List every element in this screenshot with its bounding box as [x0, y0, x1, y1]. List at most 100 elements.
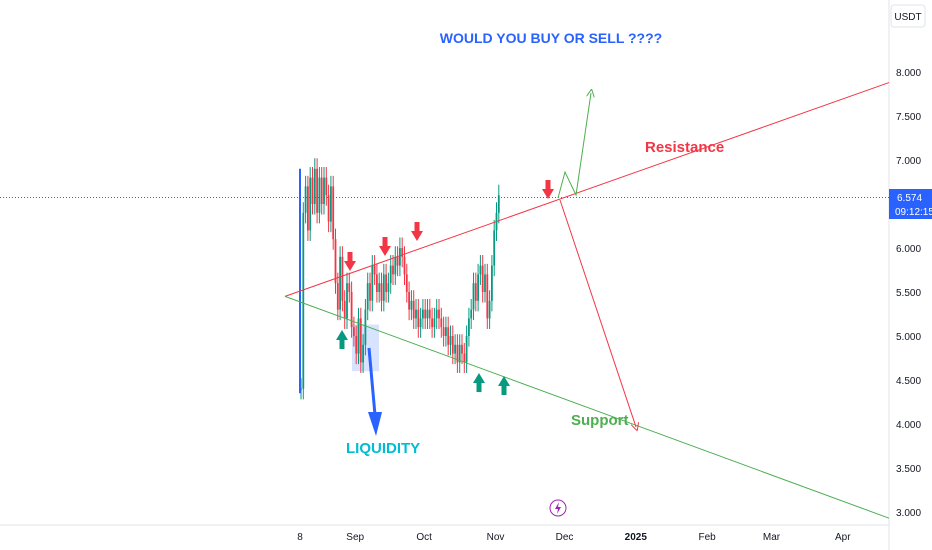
- candle-body: [417, 309, 420, 328]
- candle-body: [428, 309, 431, 319]
- sell-arrow-head: [344, 261, 356, 271]
- sell-arrow-head: [411, 231, 423, 241]
- candle-body: [410, 300, 413, 310]
- candle-body: [350, 292, 353, 328]
- candle-body: [412, 300, 415, 319]
- candle-body: [359, 318, 362, 363]
- candles: [299, 158, 500, 400]
- candle-body: [311, 177, 314, 204]
- y-tick-label: 8.000: [896, 68, 921, 79]
- x-tick-label: Oct: [416, 532, 432, 543]
- candle-body: [447, 327, 450, 345]
- candle-body: [304, 186, 307, 213]
- x-tick-label: 2025: [625, 532, 648, 543]
- x-tick-label: Sep: [346, 532, 364, 543]
- x-axis: 8 Sep Oct Nov Dec 2025 Feb Mar Apr: [297, 532, 851, 543]
- candle-body: [415, 309, 417, 319]
- candle-body: [465, 336, 468, 363]
- candle-body: [373, 265, 376, 275]
- candle-body: [454, 344, 456, 354]
- buy-arrow: [339, 339, 345, 349]
- candle-body: [442, 327, 445, 336]
- candle-body: [343, 300, 346, 319]
- liquidity-label: LIQUIDITY: [346, 440, 420, 457]
- candle-body: [355, 336, 358, 354]
- candle-body: [316, 168, 318, 213]
- candle-body: [364, 309, 367, 345]
- candle-body: [353, 327, 355, 336]
- candle-body: [376, 274, 378, 292]
- candle-body: [426, 309, 429, 319]
- buy-arrow-head: [498, 376, 510, 386]
- candle-body: [380, 283, 383, 301]
- sell-arrow: [382, 237, 388, 247]
- candle-body: [325, 177, 328, 196]
- candle-body: [456, 344, 459, 363]
- candle-body: [369, 283, 371, 301]
- sell-arrow: [414, 222, 420, 232]
- candle-body: [433, 318, 436, 328]
- support-label: Support: [571, 412, 629, 429]
- countdown-value: 09:12:15: [895, 207, 932, 218]
- candle-body: [394, 256, 397, 275]
- lightning-icon[interactable]: [549, 499, 567, 517]
- candle-body: [419, 318, 422, 328]
- candle-body: [318, 177, 321, 213]
- candle-body: [470, 309, 473, 319]
- sell-arrow: [347, 252, 353, 262]
- candle-body: [339, 256, 341, 310]
- bullish-projection: [557, 93, 591, 199]
- liquidity-arrow: [367, 347, 382, 436]
- currency-badge[interactable]: [890, 4, 926, 28]
- candle-body: [422, 309, 424, 319]
- candle-body: [440, 318, 443, 328]
- buy-arrow: [501, 385, 507, 395]
- y-tick-label: 6.000: [896, 244, 921, 255]
- candle-body: [451, 336, 454, 354]
- candle-body: [399, 248, 401, 266]
- candle-body: [387, 283, 390, 292]
- candle-body: [396, 256, 399, 266]
- currency-label: USDT: [894, 12, 921, 23]
- candle-body: [438, 309, 440, 319]
- buy-arrow-head: [336, 330, 348, 340]
- candle-body: [336, 283, 339, 310]
- buy-arrow-head: [473, 373, 485, 383]
- candle-body: [424, 309, 427, 319]
- candle-body: [449, 336, 452, 345]
- x-tick-label: 8: [297, 532, 303, 543]
- support-line[interactable]: [284, 295, 890, 519]
- x-tick-label: Nov: [487, 532, 505, 543]
- candle-body: [362, 344, 364, 363]
- candle-body: [491, 265, 493, 301]
- y-tick-label: 5.000: [896, 332, 921, 343]
- candle-body: [332, 186, 335, 240]
- candle-body: [479, 265, 482, 275]
- candle-body: [463, 353, 466, 363]
- last-price-value: 6.574: [897, 193, 922, 204]
- resistance-line[interactable]: [284, 82, 890, 297]
- buy-arrow: [476, 382, 482, 392]
- candle-body: [408, 292, 410, 310]
- y-tick-label: 3.500: [896, 464, 921, 475]
- candle-body: [484, 274, 486, 292]
- last-price-tag: [889, 189, 932, 219]
- candle-body: [392, 265, 394, 275]
- candle-body: [334, 239, 337, 284]
- candle-body: [481, 265, 484, 292]
- candle-body: [307, 186, 309, 231]
- candle-body: [313, 168, 316, 204]
- y-axis: 8.000 7.500 7.000 6.000 5.500 5.000 4.500 4.000…: [896, 68, 921, 519]
- y-tick-label: 7.500: [896, 112, 921, 123]
- candle-body: [488, 300, 491, 319]
- x-tick-label: Mar: [763, 532, 781, 543]
- candle-body: [403, 256, 406, 275]
- candle-body: [458, 344, 461, 363]
- candle-body: [357, 318, 360, 354]
- candle-body: [405, 274, 408, 292]
- x-tick-label: Dec: [556, 532, 574, 543]
- candle-body: [378, 283, 381, 292]
- candle-body: [435, 309, 438, 319]
- candle-body: [371, 265, 374, 301]
